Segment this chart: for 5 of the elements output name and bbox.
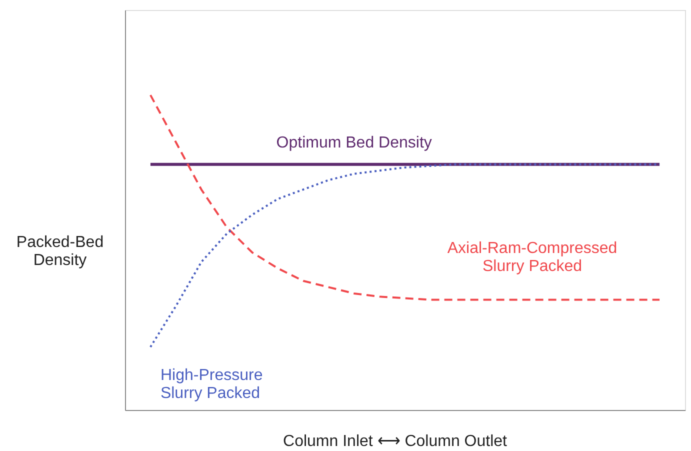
series-label: Optimum Bed Density <box>276 134 432 152</box>
series-label: High-Pressure Slurry Packed <box>160 367 263 402</box>
x-axis-title: Column Inlet ⟷ Column Outlet <box>283 433 508 450</box>
series-label: Axial-Ram-Compressed Slurry Packed <box>447 240 618 275</box>
y-axis-title: Packed-Bed Density <box>16 234 104 269</box>
